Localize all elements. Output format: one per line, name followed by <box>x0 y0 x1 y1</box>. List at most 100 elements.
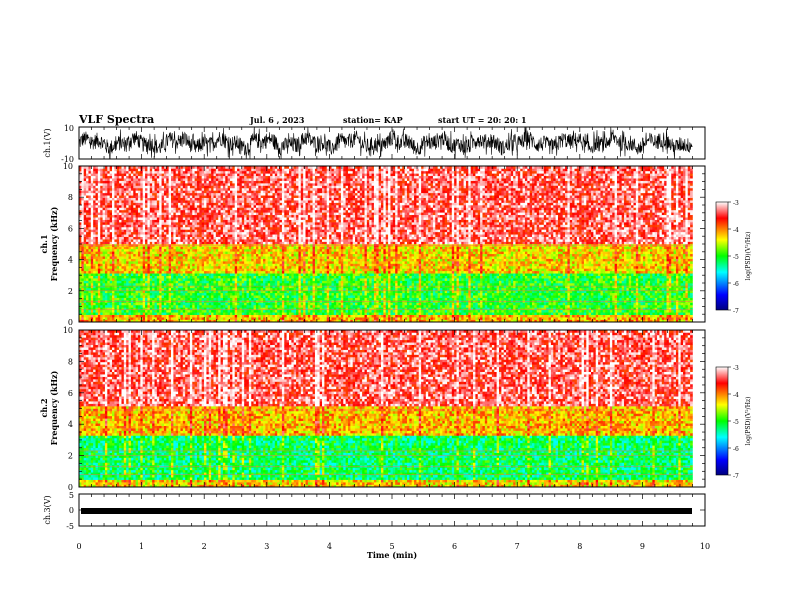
ch1-spectrogram-cell <box>98 229 101 232</box>
ch1-spectrogram-cell <box>119 256 122 259</box>
ch1-spectrogram-cell <box>91 181 94 184</box>
ch1-spectrogram-cell <box>86 225 89 228</box>
ch1-spectrogram-cell <box>86 303 89 306</box>
ch1-spectrogram-cell <box>81 220 84 223</box>
ch1-spectrogram-cell <box>103 268 106 271</box>
ch1-spectrogram-cell <box>88 220 91 223</box>
ch1-spectrogram-cell <box>96 227 99 230</box>
ch1-spectrogram-cell <box>107 293 110 296</box>
ch1-spectrogram-cell <box>119 207 122 210</box>
ch1-spectrogram-cell <box>84 251 87 254</box>
ch1-spectrogram-cell <box>107 276 110 279</box>
ch1-spectrogram-cell <box>93 168 96 171</box>
ch1-spectrogram-cell <box>96 249 99 252</box>
ch1-spectrogram-cell <box>88 176 91 179</box>
ch1-spectrogram-cell <box>98 188 101 191</box>
ch1-spectrogram-cell <box>98 249 101 252</box>
ch1-spectrogram-cell <box>105 225 108 228</box>
ch1-spectrogram-cell <box>84 198 87 201</box>
ch1-spectrogram-cell <box>119 251 122 254</box>
ch1-spectrogram-cell <box>103 261 106 264</box>
ch1-spectrogram-cell <box>96 168 99 171</box>
ch1-spectrogram-cell <box>100 186 103 189</box>
ch1-spectrogram-cell <box>121 227 124 230</box>
ch1-spectrogram-cell <box>117 261 120 264</box>
ch1-spectrogram-cell <box>117 303 120 306</box>
ch1-spectrogram-cell <box>86 283 89 286</box>
ch1-spectrogram-cell <box>117 215 120 218</box>
ch1-spectrogram-cell <box>98 305 101 308</box>
ch1-spectrogram-cell <box>105 310 108 313</box>
ch1-spectrogram-cell <box>105 188 108 191</box>
ch1-spectrogram-cell <box>114 220 117 223</box>
ch1-spectrogram-cell <box>110 171 113 174</box>
ch1-spectrogram-cell <box>86 256 89 259</box>
ch1-spectrogram-cell <box>112 234 115 237</box>
ch1-spectrogram-cell <box>96 220 99 223</box>
ch1-spectrogram-cell <box>119 315 122 318</box>
ch1-spectrogram-cell <box>119 168 122 171</box>
ch1-spectrogram-cell <box>81 273 84 276</box>
ch1-spectrogram-cell <box>105 220 108 223</box>
ch1-spectrogram-cell <box>84 190 87 193</box>
ch1-spectrogram-cell <box>84 195 87 198</box>
ch1-spectrogram-cell <box>86 239 89 242</box>
ch1-spectrogram-cell <box>110 234 113 237</box>
ch1-spectrogram-cell <box>119 222 122 225</box>
ch1-spectrogram-cell <box>81 198 84 201</box>
ch1-spectrogram-cell <box>88 246 91 249</box>
ch1-spectrogram-cell <box>110 312 113 315</box>
ch1-spectrogram-cell <box>88 283 91 286</box>
ch1-spectrogram-cell <box>100 210 103 213</box>
ch1-spectrogram-cell <box>84 212 87 215</box>
ch1-spectrogram-cell <box>119 266 122 269</box>
ch1-spectrogram-cell <box>98 232 101 235</box>
ch1-spectrogram-cell <box>105 317 108 320</box>
ch1-spectrogram-cell <box>100 266 103 269</box>
ch1-spectrogram-cell <box>100 203 103 206</box>
ch1-spectrogram-cell <box>81 295 84 298</box>
ch1-spectrogram-cell <box>114 193 117 196</box>
ch1-spectrogram-cell <box>93 183 96 186</box>
ch1-spectrogram-cell <box>107 246 110 249</box>
ch1-spectrogram-cell <box>103 283 106 286</box>
ch1-spectrogram-cell <box>84 315 87 318</box>
ch1-spectrogram-cell <box>96 198 99 201</box>
ch1-spectrogram-cell <box>86 251 89 254</box>
ch1-spectrogram-cell <box>84 276 87 279</box>
ch1-spectrogram-cell <box>121 293 124 296</box>
figure-title: VLF Spectra <box>78 113 154 126</box>
ch1-spectrogram-cell <box>110 176 113 179</box>
ch1-spectrogram-cell <box>81 176 84 179</box>
ch1-spectrogram-cell <box>105 217 108 220</box>
ch1-spectrogram-cell <box>98 278 101 281</box>
ch1-spectrogram-cell <box>81 210 84 213</box>
ch1-spectrogram-cell <box>107 315 110 318</box>
ch1-spectrogram-cell <box>100 312 103 315</box>
ch1-spectrogram-cell <box>86 288 89 291</box>
ch1-spectrogram-cell <box>100 281 103 284</box>
ch1-spectrogram-cell <box>110 227 113 230</box>
ch1-spectrogram-cell <box>98 271 101 274</box>
ch1-spectrogram-cell <box>103 242 106 245</box>
ch1-spectrogram-cell <box>117 305 120 308</box>
ch1-spectrogram-cell <box>93 227 96 230</box>
ch1-spectrogram-cell <box>88 295 91 298</box>
ch1-spectrogram-cell <box>107 259 110 262</box>
ch1-spectrogram-cell <box>100 215 103 218</box>
ch1-spectrogram-cell <box>81 239 84 242</box>
ch1-spectrogram-cell <box>81 259 84 262</box>
ch1-spectrogram-cell <box>117 212 120 215</box>
ch1-spectrogram-cell <box>112 203 115 206</box>
ch1-spectrogram-cell <box>117 246 120 249</box>
ch1-spectrogram-cell <box>84 249 87 252</box>
ch1-spectrogram-cell <box>86 215 89 218</box>
ch1-spectrogram-cell <box>81 264 84 267</box>
ch1-spectrogram-cell <box>112 217 115 220</box>
ch1-spectrogram-cell <box>110 271 113 274</box>
ch1-spectrogram-cell <box>114 215 117 218</box>
ch1-spectrogram-cell <box>105 178 108 181</box>
ch1-spectrogram-cell <box>103 210 106 213</box>
ch1-spectrogram-cell <box>107 198 110 201</box>
ch1-spectrogram-cell <box>100 310 103 313</box>
